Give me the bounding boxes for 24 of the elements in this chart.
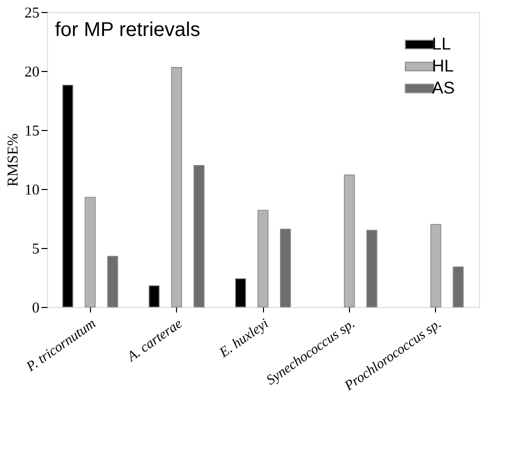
y-tick-label: 20 [24,64,40,80]
y-tick-label: 25 [24,6,40,22]
bar [62,84,74,308]
bar [452,266,464,308]
bar [280,228,291,308]
y-tick-label: 0 [32,300,40,316]
legend-label: LL [432,34,451,54]
bar [430,224,442,308]
y-tick-label: 10 [24,182,40,198]
legend-label: AS [432,78,455,98]
bar [344,174,355,308]
bar [235,278,246,308]
legend-label: HL [432,56,454,76]
bar [171,67,182,308]
bar [194,165,204,308]
bar [84,196,96,308]
annotation: for MP retrievals [55,19,200,41]
bar [148,285,160,308]
bar [107,256,118,308]
bar [258,210,268,308]
y-axis-title: RMSE% [6,133,22,187]
y-tick-label: 15 [24,124,40,140]
bar [366,230,378,308]
y-tick-label: 5 [32,242,40,258]
